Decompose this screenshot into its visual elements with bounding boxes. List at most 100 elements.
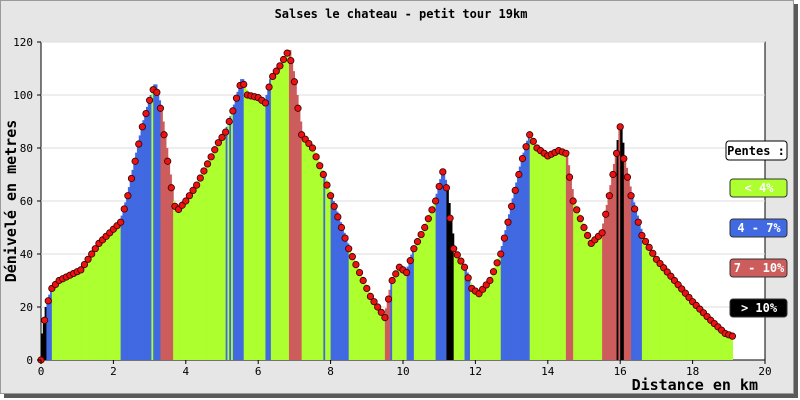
slope-bar [413, 245, 417, 360]
slope-bar [374, 301, 377, 360]
slope-bar [379, 309, 382, 360]
slope-bar [222, 134, 225, 360]
slope-bar [688, 297, 692, 360]
slope-bar [211, 153, 214, 360]
y-axis-label: Dénivelé en metres [2, 120, 20, 283]
slope-bar [332, 201, 335, 360]
slope-bar [62, 277, 66, 360]
x-tick-label: 8 [327, 365, 334, 378]
slope-bar [573, 201, 576, 360]
slope-bar [493, 267, 496, 360]
slope-bar [69, 274, 73, 360]
slope-bar [149, 95, 153, 360]
elevation-point [182, 197, 190, 205]
slope-bar [341, 227, 344, 360]
slope-bar [109, 231, 113, 360]
elevation-point [269, 72, 277, 81]
slope-bar [104, 236, 107, 360]
elevation-point [562, 149, 570, 157]
slope-bar [708, 318, 712, 360]
elevation-point [323, 181, 331, 189]
slope-bar [403, 269, 406, 360]
slope-bar [346, 243, 350, 360]
slope-bar [223, 132, 227, 360]
slope-bar [60, 278, 64, 360]
slope-bar [216, 142, 219, 360]
slope-bar [48, 294, 51, 360]
slope-bar [145, 106, 149, 360]
slope-bar [507, 214, 511, 360]
elevation-point [728, 332, 737, 340]
slope-bar [710, 320, 714, 360]
chart-title: Salses le chateau - petit tour 19km [275, 7, 528, 21]
slope-bar [366, 288, 370, 360]
slope-bar [334, 206, 337, 360]
slope-bar [254, 96, 257, 361]
slope-bar [135, 152, 138, 360]
slope-bar [325, 179, 328, 360]
slope-bar [632, 202, 636, 360]
elevation-point [77, 266, 85, 274]
slope-bar [401, 268, 404, 360]
slope-bar [202, 170, 205, 360]
legend-swatch [729, 298, 788, 318]
slope-bar [301, 134, 305, 360]
slope-bar [690, 299, 694, 360]
slope-bar [368, 292, 372, 360]
legend-label: 7 - 10% [734, 261, 785, 275]
slope-bar [260, 98, 263, 360]
slope-bar [354, 260, 357, 360]
slope-bar [298, 108, 301, 360]
y-tick-label: 60 [20, 195, 33, 208]
slope-bar [585, 231, 589, 360]
elevation-point [265, 83, 273, 91]
slope-bar [565, 153, 569, 360]
slope-bar [522, 152, 525, 360]
slope-bar [430, 209, 433, 360]
slope-bar [466, 272, 469, 360]
slope-bar [71, 273, 75, 360]
slope-bar [551, 153, 554, 360]
slope-bar [308, 143, 312, 360]
slope-bar [272, 73, 276, 361]
slope-bar [245, 89, 248, 360]
slope-bar [285, 53, 288, 360]
slope-bar [448, 202, 451, 360]
slope-bar [252, 96, 256, 360]
slope-bar [683, 291, 686, 360]
slope-bar [182, 203, 185, 360]
elevation-point [200, 167, 208, 175]
elevation-point [609, 170, 617, 179]
slope-bar [169, 174, 172, 360]
slope-bar [162, 121, 165, 360]
slope-bar [491, 271, 495, 360]
elevation-point [515, 170, 523, 179]
slope-bar [176, 209, 180, 360]
slope-bar [355, 264, 359, 360]
slope-bar [460, 261, 464, 360]
slope-bar [234, 98, 238, 361]
slope-bar [133, 161, 136, 360]
slope-bar [64, 276, 67, 360]
elevation-point [146, 96, 154, 104]
slope-bar [538, 149, 542, 360]
slope-bar [716, 325, 719, 360]
slope-bar [547, 155, 551, 360]
elevation-point [337, 223, 346, 232]
elevation-point [341, 234, 349, 242]
slope-bar [203, 167, 207, 360]
slope-bar [82, 264, 86, 360]
slope-bar [714, 323, 717, 360]
slope-bar [464, 267, 467, 360]
elevation-point [460, 263, 469, 271]
slope-bar [618, 126, 621, 360]
slope-bar [719, 328, 723, 360]
slope-bar [155, 84, 158, 361]
elevation-point [214, 139, 222, 147]
slope-bar [417, 238, 420, 360]
slope-bar [462, 264, 466, 360]
slope-bar [330, 195, 334, 360]
slope-bar [231, 110, 234, 361]
elevation-point [421, 223, 429, 232]
slope-bar [647, 244, 650, 360]
